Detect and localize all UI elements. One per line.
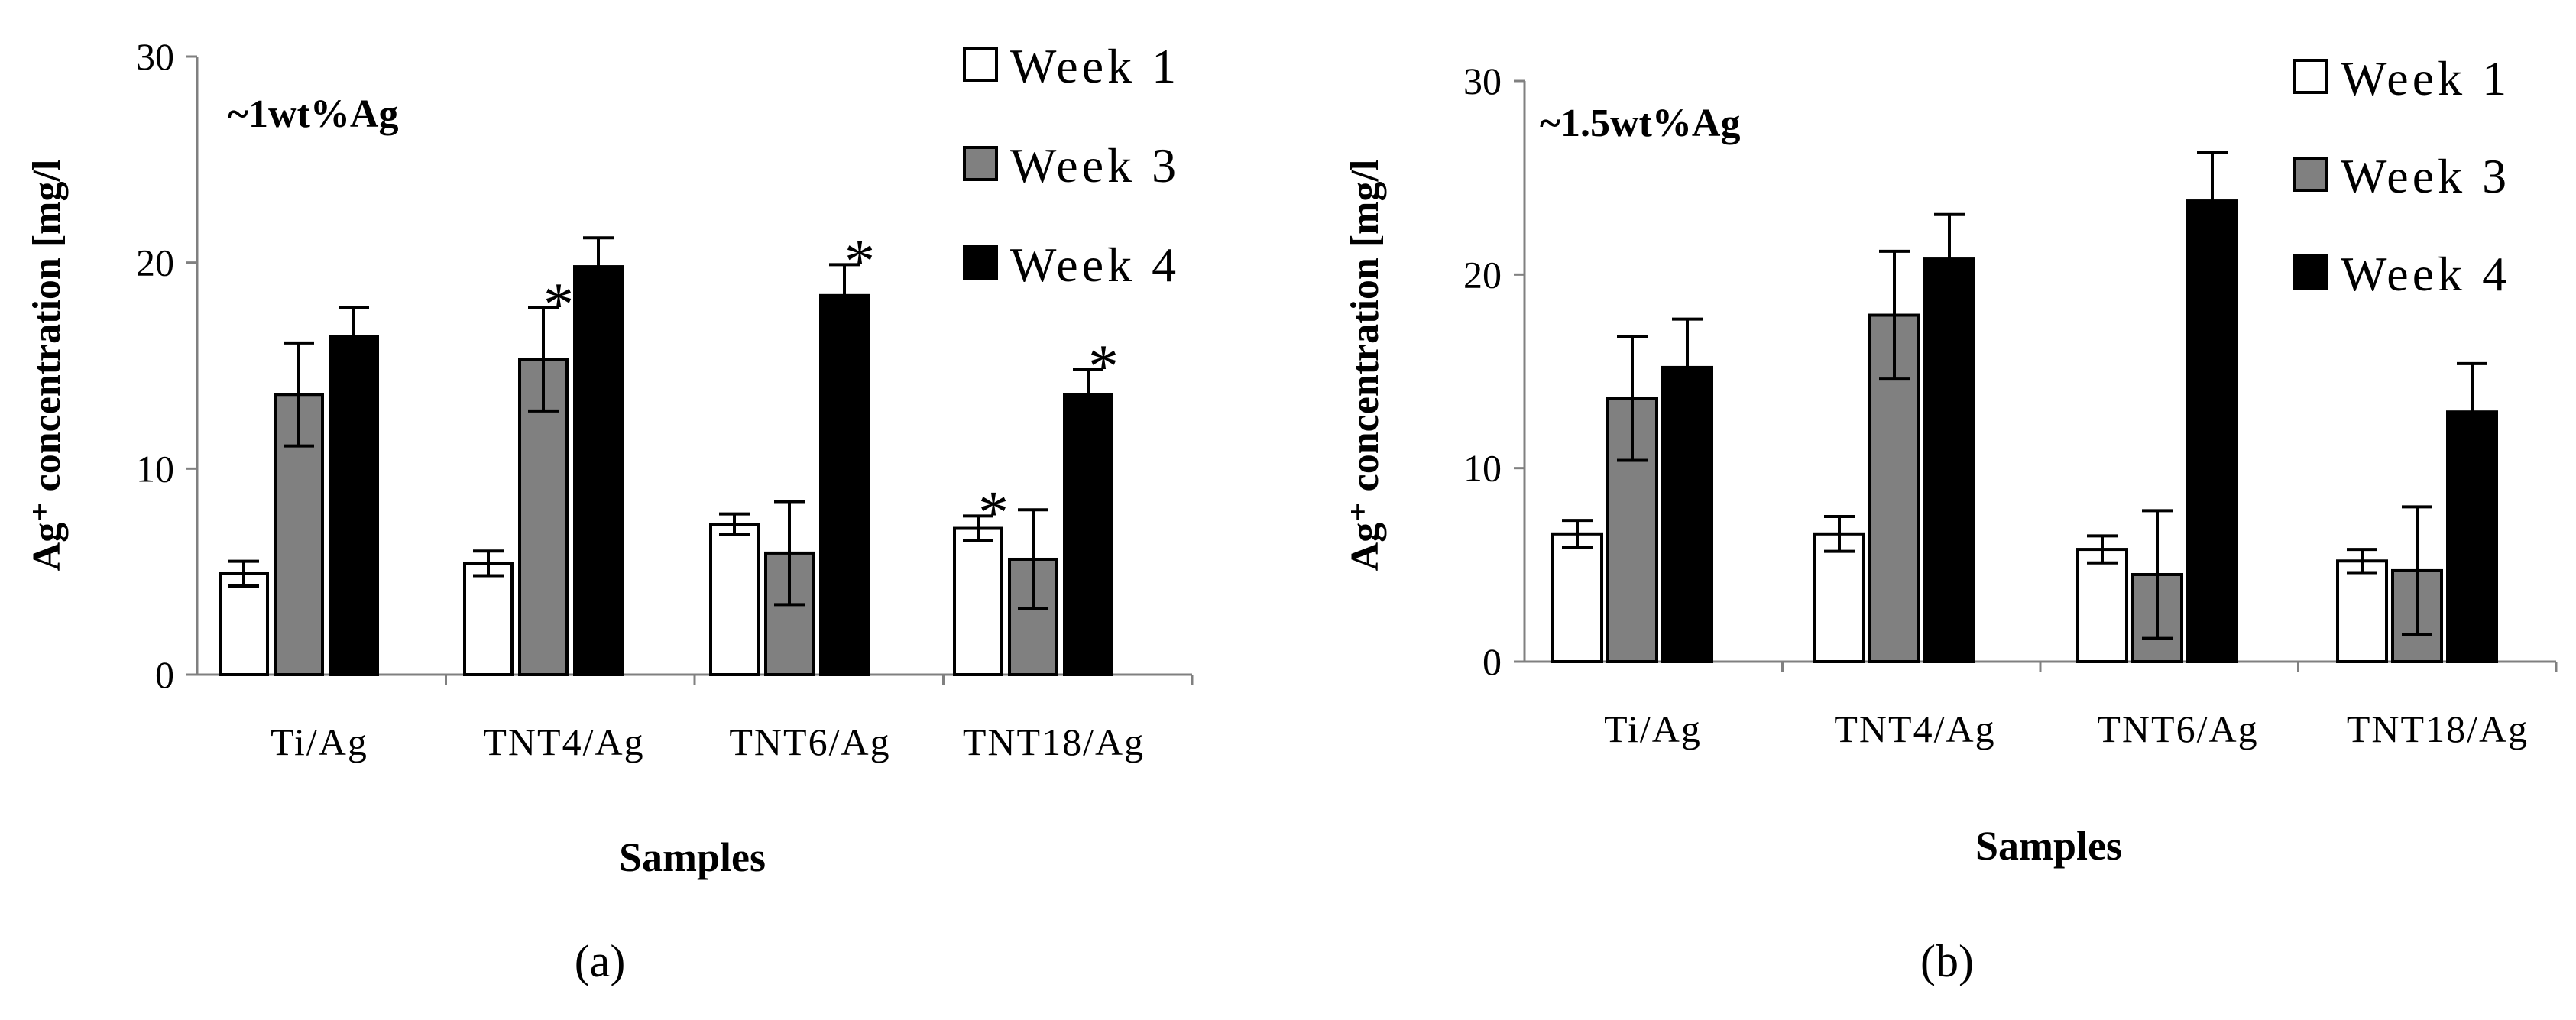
x-tick-label: TNT4/Ag	[1834, 708, 1995, 750]
x-tick-label: TNT18/Ag	[963, 720, 1145, 763]
legend-label: Week 1	[2341, 51, 2510, 105]
legend-label: Week 3	[2341, 149, 2510, 203]
bar	[2336, 559, 2388, 663]
bar	[1868, 313, 1920, 663]
bar	[1923, 257, 1975, 664]
y-tick-label: 10	[1463, 447, 1502, 490]
bar	[1813, 532, 1865, 663]
y-tick-label: 20	[136, 241, 174, 284]
wt-annotation: ~1.5wt%Ag	[1540, 102, 1740, 145]
panel-label: (b)	[1920, 936, 1974, 986]
x-tick-label: TNT18/Ag	[2347, 708, 2529, 750]
x-axis-label: Samples	[1975, 823, 2122, 869]
legend-label: Week 1	[1010, 39, 1180, 93]
bar	[463, 562, 514, 676]
y-tick-label: 30	[1463, 60, 1502, 102]
legend: Week 1 Week 3 Week 4	[963, 39, 1180, 292]
legend-swatch	[2293, 157, 2328, 192]
significance-star: *	[543, 271, 574, 338]
legend-swatch	[963, 47, 998, 82]
bar	[953, 526, 1003, 677]
y-axis-label: Ag⁺ concentration [mg/l	[25, 160, 69, 572]
x-tick-label: TNT4/Ag	[483, 720, 644, 763]
significance-star: *	[844, 228, 875, 295]
x-axis-label: Samples	[619, 834, 766, 880]
legend-swatch	[963, 146, 998, 181]
bar	[2186, 199, 2238, 664]
panel-label: (a)	[575, 936, 626, 986]
bar	[709, 523, 760, 676]
x-tick-label: TNT6/Ag	[2097, 708, 2258, 750]
bar	[819, 293, 870, 676]
y-axis-label: Ag⁺ concentration [mg/l	[1343, 160, 1387, 572]
legend-label: Week 4	[1010, 238, 1180, 292]
chart-panel-b: 0 10 20 30 Ti/Ag TNT4/Ag TNT6/Ag TNT18/Ag Ag⁺ co…	[1343, 51, 2558, 986]
y-tick-label: 0	[155, 653, 174, 696]
bar	[1551, 532, 1603, 663]
legend-swatch	[2293, 254, 2328, 290]
y-tick-label: 0	[1482, 640, 1502, 683]
bar	[1063, 393, 1113, 677]
chart-panel-a: 0 10 20 30 Ti/Ag TNT4/Ag TNT6/Ag TNT18/Ag * * * * Ag…	[25, 35, 1194, 986]
legend-swatch	[2293, 59, 2328, 94]
x-tick-label: Ti/Ag	[1604, 708, 1702, 750]
x-tick-label: Ti/Ag	[271, 720, 368, 763]
wt-annotation: ~1wt%Ag	[228, 92, 398, 136]
legend-label: Week 3	[1010, 138, 1180, 193]
bar	[573, 265, 624, 676]
y-tick-label: 10	[136, 447, 174, 490]
x-tick-label: TNT6/Ag	[729, 720, 890, 763]
legend-label: Week 4	[2341, 247, 2510, 301]
bar	[2076, 548, 2128, 663]
bar	[329, 335, 379, 676]
y-tick-label: 30	[136, 35, 174, 78]
legend-swatch	[963, 245, 998, 280]
significance-star: *	[978, 479, 1009, 546]
legend: Week 1 Week 3 Week 4	[2293, 51, 2510, 301]
significance-star: *	[1088, 333, 1119, 400]
y-tick-label: 20	[1463, 253, 1502, 296]
bar	[219, 572, 269, 677]
